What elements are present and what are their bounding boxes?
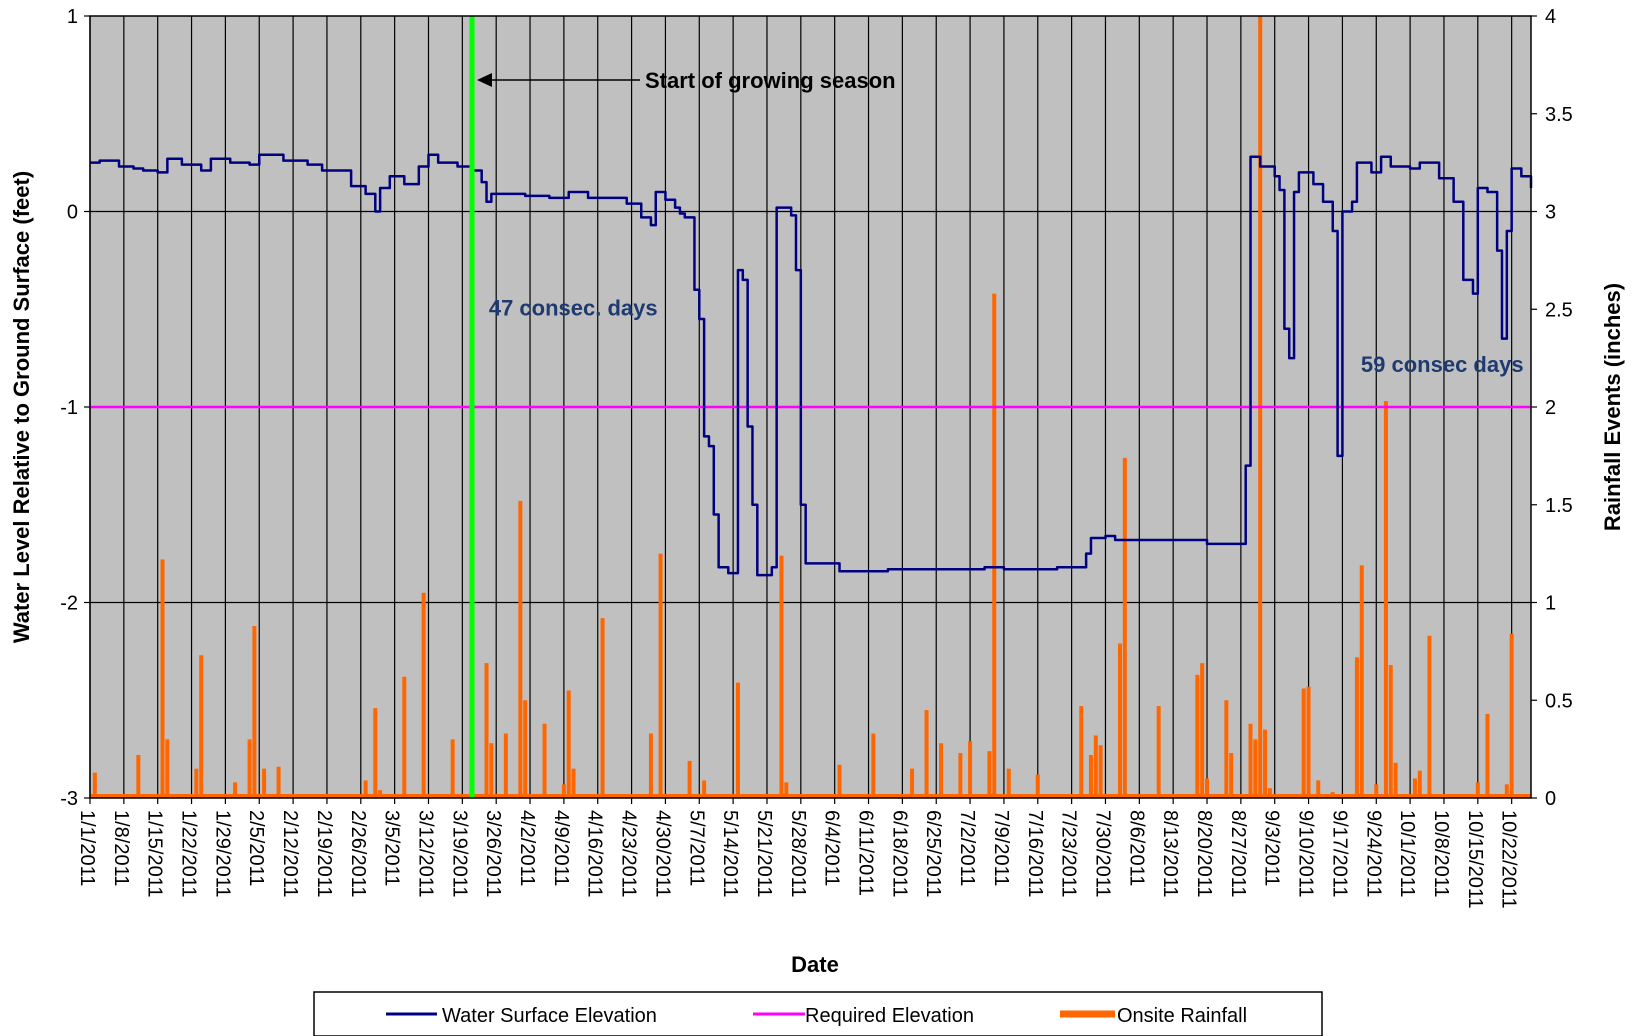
x-tick-label: 5/14/2011 bbox=[719, 810, 741, 898]
x-tick-label: 6/25/2011 bbox=[922, 810, 944, 898]
legend-label-rainfall: Onsite Rainfall bbox=[1117, 1005, 1247, 1027]
x-tick-label: 3/26/2011 bbox=[482, 810, 504, 898]
x-tick-label: 8/6/2011 bbox=[1125, 810, 1147, 886]
y2-tick-label: 1 bbox=[1545, 593, 1556, 615]
x-tick-label: 7/23/2011 bbox=[1058, 810, 1080, 898]
y-tick-label: 0 bbox=[67, 202, 78, 224]
x-tick-label: 6/18/2011 bbox=[888, 810, 910, 898]
x-tick-label: 1/22/2011 bbox=[178, 810, 200, 898]
x-tick-label: 1/15/2011 bbox=[144, 810, 166, 898]
x-tick-label: 1/1/2011 bbox=[76, 810, 98, 886]
x-tick-label: 1/8/2011 bbox=[110, 810, 132, 886]
x-tick-label: 10/15/2011 bbox=[1464, 810, 1486, 909]
x-tick-label: 8/13/2011 bbox=[1159, 810, 1181, 898]
legend-box bbox=[313, 991, 1323, 1036]
y2-tick-label: 2.5 bbox=[1545, 299, 1573, 321]
x-tick-label: 4/16/2011 bbox=[584, 810, 606, 898]
y2-tick-label: 4 bbox=[1545, 6, 1556, 28]
annotation-59-days: 59 consec days bbox=[1361, 352, 1524, 377]
x-tick-label: 3/12/2011 bbox=[414, 810, 436, 898]
x-tick-label: 9/10/2011 bbox=[1295, 810, 1317, 898]
y-tick-label: -2 bbox=[60, 593, 78, 615]
y-tick-label: 1 bbox=[67, 6, 78, 28]
x-tick-label: 10/8/2011 bbox=[1430, 810, 1452, 898]
x-tick-label: 3/5/2011 bbox=[381, 810, 403, 886]
x-tick-label: 7/2/2011 bbox=[956, 810, 978, 886]
x-axis-title: Date bbox=[791, 952, 839, 977]
annotation-47-days: 47 consec. days bbox=[489, 295, 658, 320]
x-tick-label: 7/30/2011 bbox=[1091, 810, 1113, 898]
annotation-growing-season: Start of growing season bbox=[645, 68, 896, 93]
x-tick-label: 4/9/2011 bbox=[550, 810, 572, 886]
y2-tick-label: 3.5 bbox=[1545, 104, 1573, 126]
legend-label-water: Water Surface Elevation bbox=[442, 1005, 657, 1027]
x-tick-label: 2/19/2011 bbox=[313, 810, 335, 898]
y2-tick-label: 1.5 bbox=[1545, 495, 1573, 517]
annotation-arrow-head bbox=[477, 73, 493, 87]
y-tick-label: -3 bbox=[60, 788, 78, 810]
water-surface-series bbox=[90, 153, 1533, 577]
legend-label-required: Required Elevation bbox=[805, 1005, 974, 1027]
x-tick-label: 4/2/2011 bbox=[516, 810, 538, 886]
axes: 1/1/2011 1/8/2011 1/15/2011 1/22/2011 1/29/2… bbox=[60, 6, 1573, 909]
y2-axis-title: Rainfall Events (inches) bbox=[1600, 283, 1625, 531]
x-tick-label: 9/17/2011 bbox=[1328, 810, 1350, 898]
y-axis-title: Water Level Relative to Ground Surface (… bbox=[9, 171, 34, 643]
x-tick-label: 5/28/2011 bbox=[787, 810, 809, 898]
x-tick-label: 9/24/2011 bbox=[1362, 810, 1384, 898]
x-tick-label: 3/19/2011 bbox=[448, 810, 470, 898]
x-tick-label: 10/1/2011 bbox=[1396, 810, 1418, 898]
x-tick-label: 8/20/2011 bbox=[1193, 810, 1215, 898]
rainfall-series bbox=[90, 16, 1531, 798]
x-tick-label: 2/26/2011 bbox=[347, 810, 369, 898]
x-tick-label: 8/27/2011 bbox=[1227, 810, 1249, 898]
x-tick-label: 6/4/2011 bbox=[821, 810, 843, 886]
x-tick-label: 4/30/2011 bbox=[651, 810, 673, 898]
x-tick-label: 10/22/2011 bbox=[1498, 810, 1520, 909]
x-tick-label: 7/16/2011 bbox=[1024, 810, 1046, 898]
y-tick-label: -1 bbox=[60, 397, 78, 419]
x-tick-label: 5/21/2011 bbox=[753, 810, 775, 898]
water-surface-line bbox=[90, 153, 1533, 577]
annotations: Start of growing season 47 consec. days 59… bbox=[477, 68, 1524, 377]
x-tick-label: 6/11/2011 bbox=[855, 810, 877, 896]
x-tick-label: 7/9/2011 bbox=[990, 810, 1012, 886]
x-tick-label: 2/5/2011 bbox=[245, 810, 267, 886]
y2-tick-label: 0 bbox=[1545, 788, 1556, 810]
legend: Water Surface Elevation Required Elevati… bbox=[313, 991, 1323, 1036]
x-tick-label: 1/29/2011 bbox=[211, 810, 233, 898]
y2-tick-label: 3 bbox=[1545, 202, 1556, 224]
x-tick-label: 4/23/2011 bbox=[618, 810, 640, 898]
y2-tick-label: 0.5 bbox=[1545, 690, 1573, 712]
x-tick-label: 9/3/2011 bbox=[1261, 810, 1283, 886]
y2-tick-label: 2 bbox=[1545, 397, 1556, 419]
x-tick-label: 2/12/2011 bbox=[279, 810, 301, 898]
x-tick-label: 5/7/2011 bbox=[685, 810, 707, 886]
